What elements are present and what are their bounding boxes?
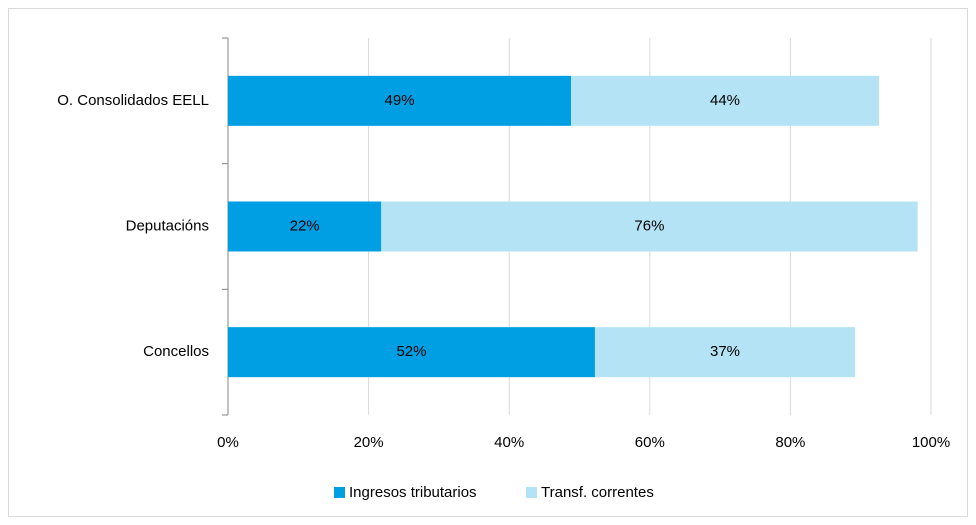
bar-segment xyxy=(571,75,879,126)
data-label: 22% xyxy=(290,217,320,234)
x-tick-label: 100% xyxy=(912,434,950,451)
x-tick-label: 40% xyxy=(494,434,524,451)
data-label: 37% xyxy=(710,343,740,360)
x-tick-label: 60% xyxy=(635,434,665,451)
x-tick-label: 80% xyxy=(775,434,805,451)
data-label: 52% xyxy=(396,343,426,360)
data-label: 44% xyxy=(710,92,740,109)
y-tick-label: O. Consolidados EELL xyxy=(57,92,209,109)
bar-segment xyxy=(228,201,382,252)
y-tick-label: Concellos xyxy=(143,343,209,360)
bar-segment xyxy=(594,327,856,378)
bar-segment xyxy=(228,75,572,126)
bar-segment xyxy=(381,201,918,252)
y-tick-label: Deputacións xyxy=(126,217,209,234)
legend-label: Ingresos tributarios xyxy=(349,484,477,501)
legend-label: Transf. correntes xyxy=(541,484,654,501)
x-tick-label: 0% xyxy=(217,434,239,451)
legend-swatch xyxy=(334,487,345,498)
legend-swatch xyxy=(526,487,537,498)
data-label: 49% xyxy=(385,92,415,109)
bar-segment xyxy=(228,327,595,378)
data-label: 76% xyxy=(634,217,664,234)
x-tick-label: 20% xyxy=(354,434,384,451)
